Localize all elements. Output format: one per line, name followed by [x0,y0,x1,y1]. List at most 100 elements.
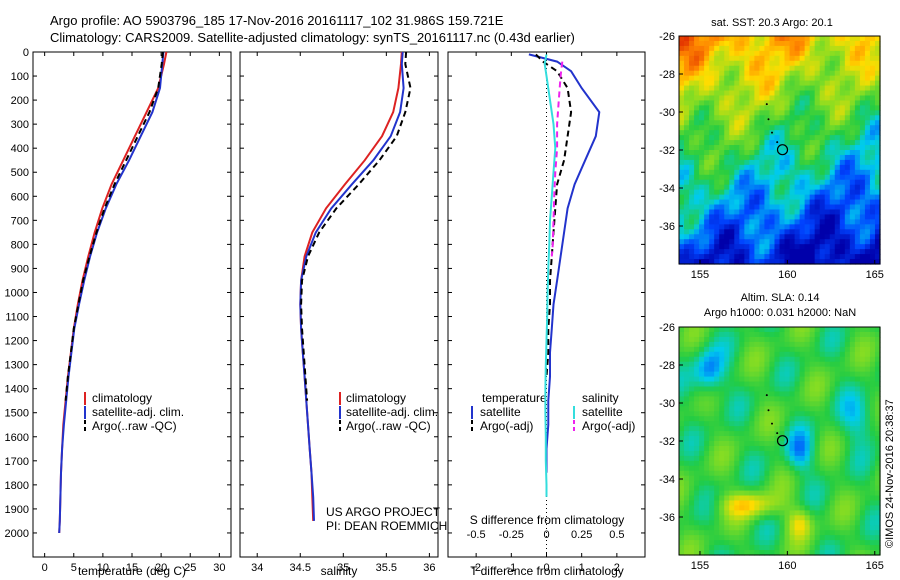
map-cell [689,346,695,353]
map-cell [694,159,700,166]
map-cell [769,550,776,556]
map-cell [744,154,750,161]
map-cell [804,209,811,216]
map-cell [784,520,791,526]
map-cell [809,60,816,67]
map-cell [814,545,821,551]
map-cell [874,70,881,77]
map-cell [694,445,700,452]
map-cell [809,426,816,432]
map-cell [764,460,771,467]
map-cell [729,525,735,531]
map-cell [794,485,801,492]
map-cell [679,391,685,397]
map-cell [804,450,811,457]
map-cell [774,500,781,507]
map-cell [794,214,801,220]
map-cell [689,381,695,388]
map-cell [784,224,791,230]
map-cell [699,480,705,487]
map-cell [764,441,771,447]
map-cell [804,174,811,181]
map-cell [794,500,801,507]
map-cell [714,60,720,67]
map-cell [834,376,841,383]
map-cell [814,154,821,161]
map-cell [719,401,725,407]
map-cell [789,40,796,47]
map-cell [814,150,821,156]
map-cell [814,40,821,47]
map-cell [689,455,695,462]
map-cell [864,75,871,82]
map-cell [784,431,791,437]
map-cell [809,120,816,126]
map-cell [794,219,801,225]
map-cell [789,189,796,196]
map-cell [854,40,861,47]
map-cell [774,520,781,526]
map-cell [769,140,776,146]
map-cell [864,154,871,161]
map-cell [759,169,766,176]
map-cell [704,505,710,511]
map-cell [824,381,831,388]
map-cell [859,259,866,265]
map-cell [709,371,715,378]
map-cell [684,465,690,472]
map-cell [844,189,851,196]
map-cell [774,441,781,447]
map-cell [854,204,861,211]
map-cell [789,500,796,507]
map-cell [824,445,831,452]
map-cell [769,495,776,502]
map-cell [849,259,856,265]
map-cell [754,540,761,546]
map-cell [689,475,695,482]
map-cell [859,55,866,62]
map-cell [794,371,801,378]
map-cell [874,535,881,541]
map-cell [729,540,735,546]
map-cell [754,426,761,432]
map-cell [699,331,705,338]
map-cell [854,545,861,551]
map-cell [719,100,725,106]
map-cell [684,351,690,358]
map-cell [819,189,826,196]
map-cell [864,130,871,136]
map-cell [819,194,826,201]
map-cell [799,351,806,358]
map-cell [869,421,876,427]
map-cell [699,125,705,131]
map-cell [864,254,871,260]
map-cell [829,341,836,348]
map-cell [769,194,776,201]
map-cell [779,421,786,427]
map-cell [864,520,871,526]
map-cell [739,336,745,343]
map-cell [839,550,846,556]
map-cell [839,70,846,77]
map-cell [784,480,791,487]
map-cell [844,406,851,412]
map-cell [834,450,841,457]
pi-label: PI: DEAN ROEMMICH [326,519,447,533]
map-cell [784,214,791,220]
map-cell [854,110,861,116]
map-cell [829,431,836,437]
map-cell [869,40,876,47]
map-cell [799,199,806,206]
map-cell [844,401,851,407]
map-cell [809,130,816,136]
map-cell [684,525,690,531]
map-cell [709,530,715,536]
x-top-tick-label: 0.5 [609,529,624,541]
map-cell [854,90,861,97]
map-cell [814,100,821,106]
map-cell [744,150,750,156]
map-cell [699,135,705,141]
map-cell [774,179,781,186]
map-cell [694,431,700,437]
map-cell [714,135,720,141]
